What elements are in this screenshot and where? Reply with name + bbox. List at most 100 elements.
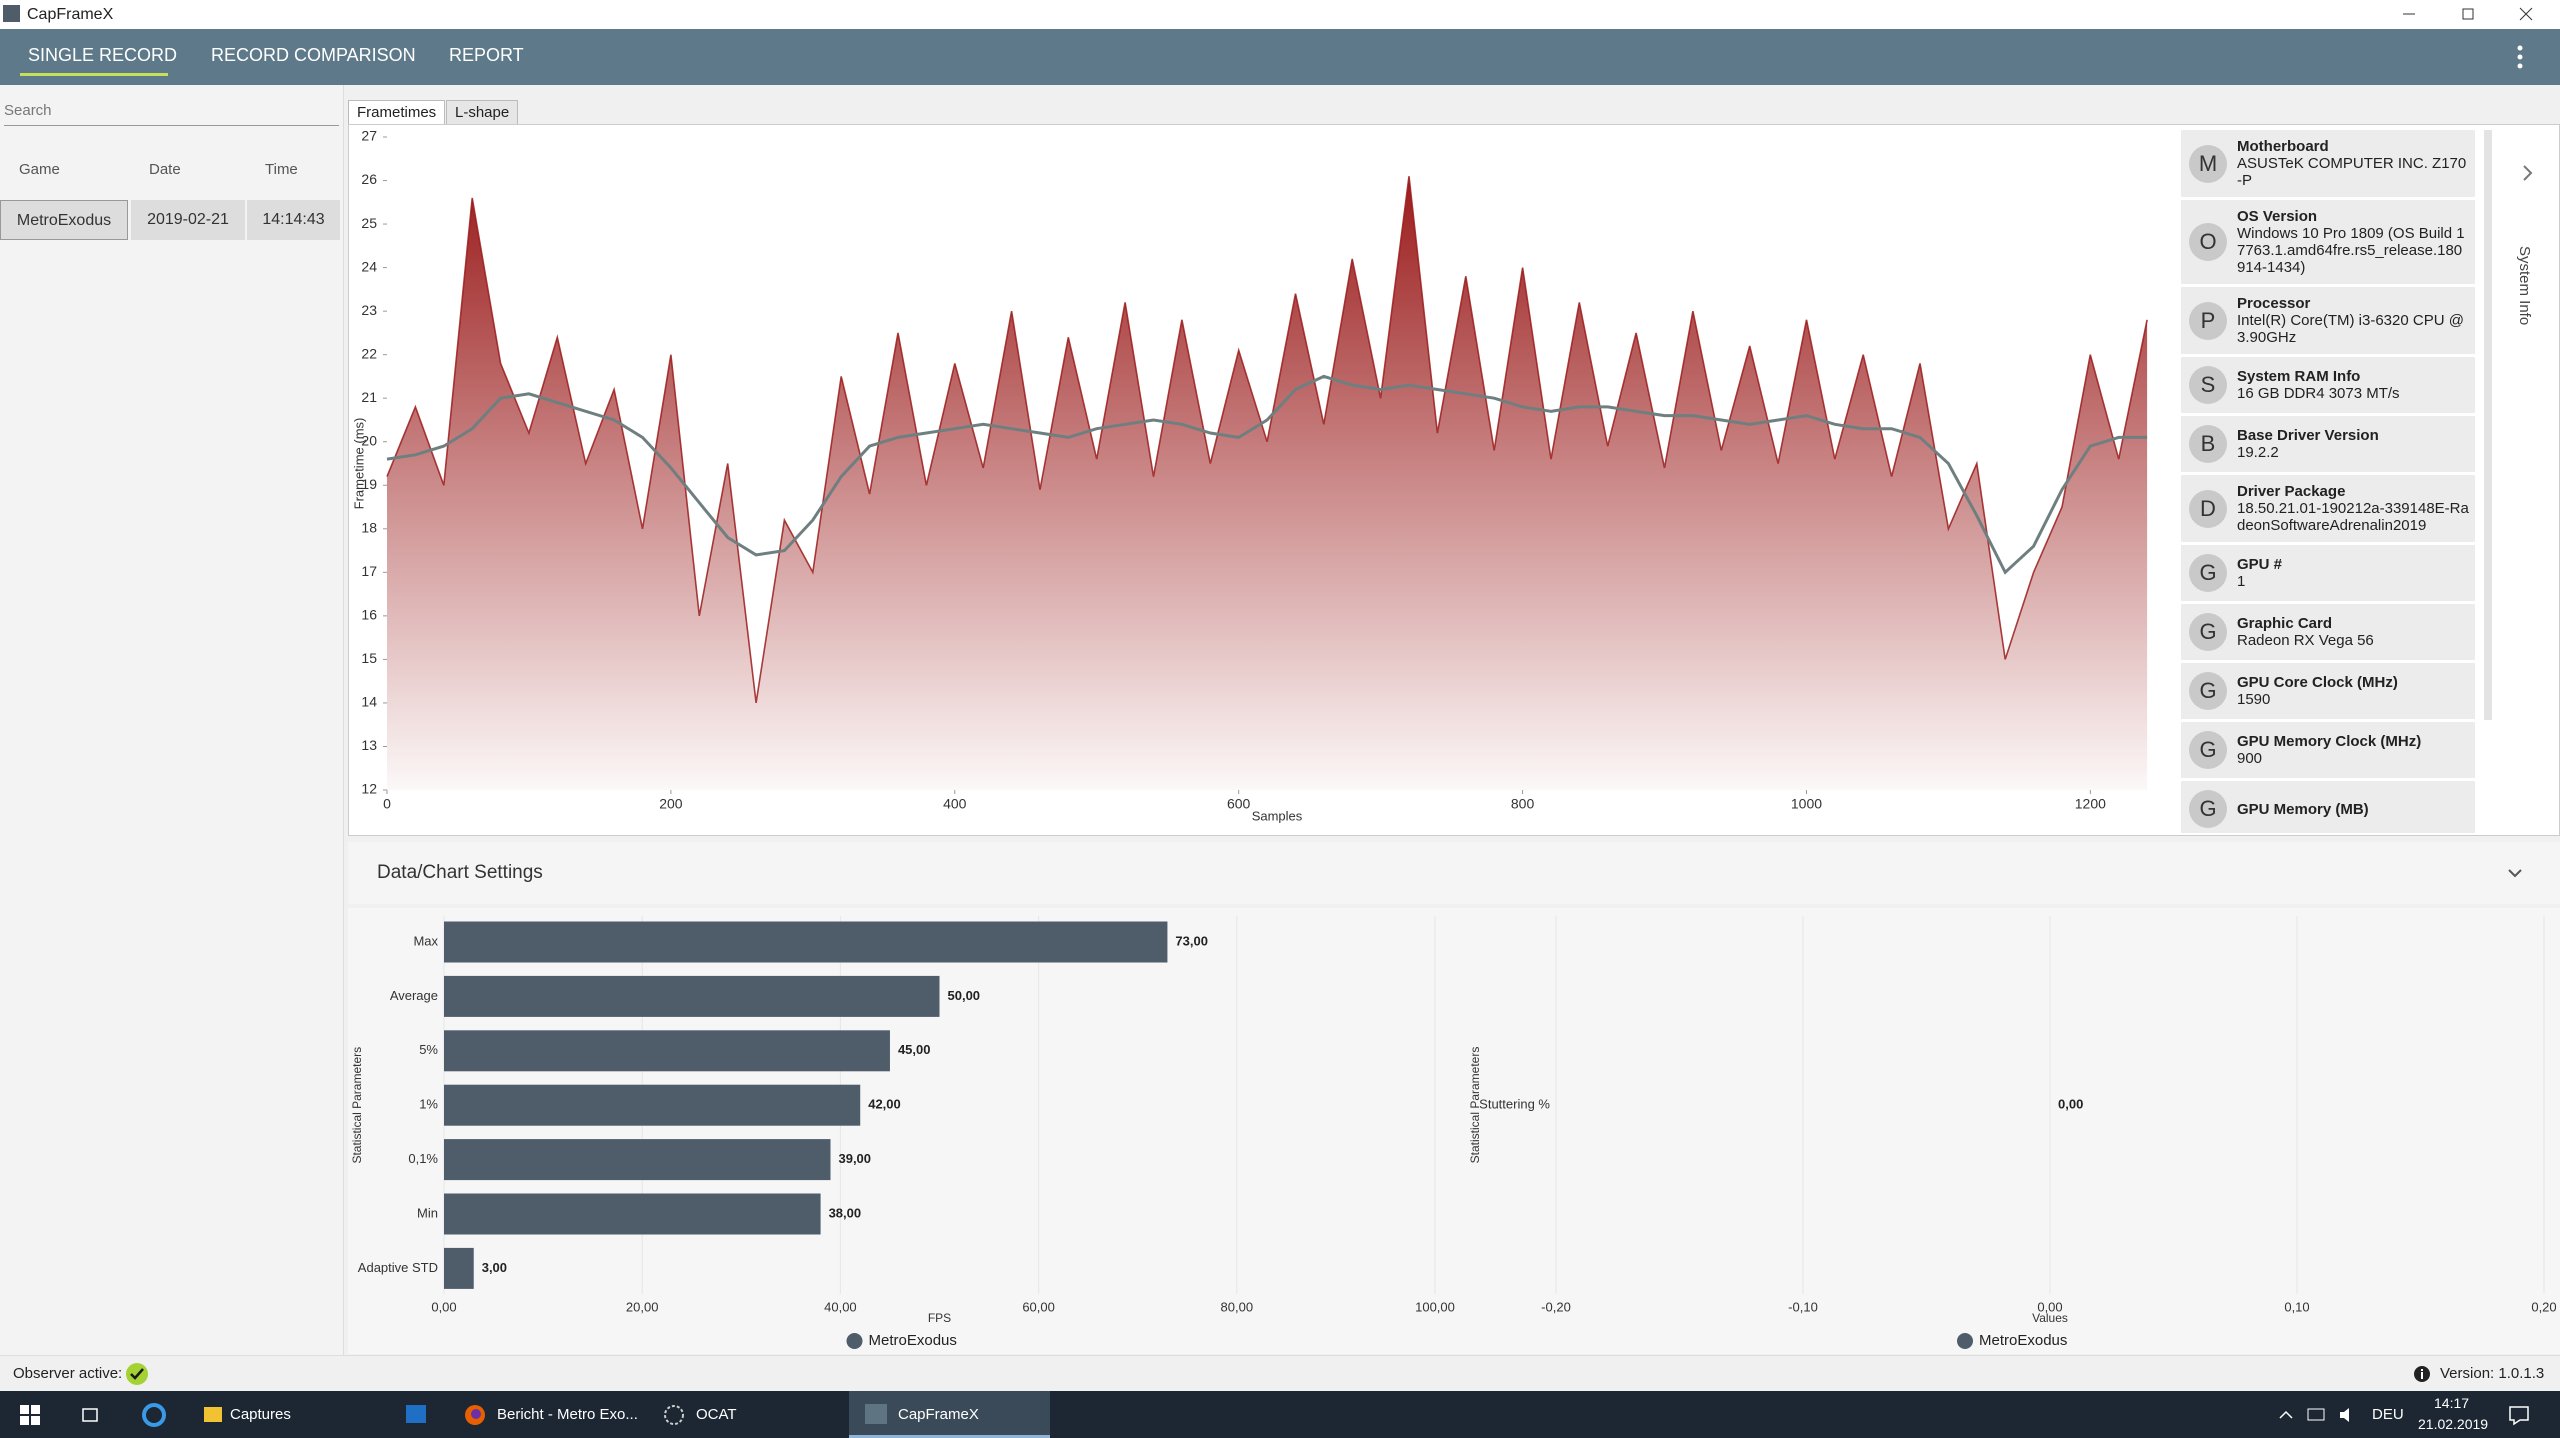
nav-tab[interactable]: REPORT xyxy=(449,45,524,65)
item-text: Graphic Card Radeon RX Vega 56 xyxy=(2237,615,2374,649)
value-label: 45,00 xyxy=(898,1042,931,1057)
y-tick-label: 23 xyxy=(361,302,377,318)
clock-date[interactable]: 21.02.2019 xyxy=(2418,1416,2489,1432)
x-tick-label: 0,10 xyxy=(2284,1299,2309,1314)
tab[interactable]: L-shape xyxy=(446,100,519,125)
outlook-icon[interactable] xyxy=(405,1403,427,1425)
value-label: 39,00 xyxy=(838,1151,871,1166)
item-label: GPU Memory (MB) xyxy=(2237,800,2369,818)
column-header[interactable]: Time xyxy=(265,161,298,178)
x-tick-label: 0,00 xyxy=(2037,1299,2062,1314)
x-tick-label: 20,00 xyxy=(626,1299,659,1314)
y-tick-label: 27 xyxy=(361,128,377,144)
system-info-title[interactable]: System Info xyxy=(2516,246,2533,325)
record-cell[interactable]: 2019-02-21 xyxy=(131,200,245,240)
item-value: Intel(R) Core(TM) i3-6320 CPU @ 3.90GHz xyxy=(2237,312,2464,346)
start-button[interactable] xyxy=(20,1405,40,1425)
x-tick-label: 60,00 xyxy=(1022,1299,1055,1314)
record-list: Search Game Date Time MetroExodus 2019-0… xyxy=(0,85,344,1355)
record-cell[interactable]: MetroExodus xyxy=(0,200,128,240)
item-icon: G xyxy=(2189,613,2227,651)
window-controls xyxy=(2403,7,2533,21)
x-tick-label: 80,00 xyxy=(1221,1299,1254,1314)
ocat-icon[interactable] xyxy=(662,1403,686,1427)
legend-label: MetroExodus xyxy=(1979,1332,2067,1349)
bar xyxy=(444,1193,821,1235)
frametime-area xyxy=(387,176,2148,790)
collapse-chevron[interactable] xyxy=(2503,862,2527,886)
firefox-icon[interactable] xyxy=(463,1403,487,1427)
y-tick-label: 18 xyxy=(361,520,377,536)
x-tick-label: 0,00 xyxy=(431,1299,456,1314)
item-icon: P xyxy=(2189,301,2227,340)
tab[interactable]: Frametimes xyxy=(348,100,446,125)
bar xyxy=(444,1139,831,1181)
system-info-item: O OS Version Windows 10 Pro 1809 (OS Build… xyxy=(2181,200,2475,284)
category-label: Min xyxy=(417,1205,438,1220)
taskbar-item[interactable]: Captures xyxy=(230,1406,291,1423)
system-info-item: G GPU Core Clock (MHz) 1590 xyxy=(2181,663,2475,719)
item-value: 1 xyxy=(2237,573,2246,590)
system-info-item: B Base Driver Version 19.2.2 xyxy=(2181,416,2475,472)
item-label: GPU # xyxy=(2237,556,2283,573)
language[interactable]: DEU xyxy=(2372,1406,2404,1423)
item-text: GPU Memory (MB) xyxy=(2237,801,2369,818)
scrollbar[interactable] xyxy=(2484,130,2492,720)
item-value: Windows 10 Pro 1809 (OS Build 17763.1.am… xyxy=(2237,225,2465,276)
nav-tab[interactable]: SINGLE RECORD xyxy=(28,45,178,65)
y-axis-title: Statistical Parameters xyxy=(1468,1047,1482,1164)
nav-tab[interactable]: RECORD COMPARISON xyxy=(211,45,416,65)
y-tick-label: 26 xyxy=(361,171,377,187)
y-tick-label: 24 xyxy=(361,258,377,274)
close[interactable] xyxy=(2519,7,2533,21)
item-text: GPU Memory Clock (MHz) 900 xyxy=(2237,733,2421,767)
bar xyxy=(444,1084,861,1126)
value-label: 73,00 xyxy=(1175,933,1208,948)
notifications[interactable] xyxy=(2508,1404,2530,1426)
item-text: Processor Intel(R) Core(TM) i3-6320 CPU @… xyxy=(2237,295,2469,346)
bar xyxy=(444,1030,890,1072)
task-view[interactable] xyxy=(80,1405,100,1425)
y-tick-label: 20 xyxy=(361,432,377,448)
taskbar-item[interactable]: CapFrameX xyxy=(898,1406,979,1423)
nav-underline xyxy=(20,73,168,76)
taskbar-item[interactable]: OCAT xyxy=(696,1406,737,1423)
bar xyxy=(444,1247,474,1289)
item-icon: B xyxy=(2189,425,2227,463)
taskbar-item[interactable]: Bericht - Metro Exo... xyxy=(497,1406,638,1423)
item-text: Base Driver Version 19.2.2 xyxy=(2237,427,2379,461)
item-icon: G xyxy=(2189,672,2227,710)
title-bar: CapFrameX xyxy=(0,0,2560,29)
frametime-chart: 12 13 14 15 16 17 18 19 20 21 22 23 24 25 26 27 0 200 400 6… xyxy=(351,128,2148,823)
version-label: Version: 1.0.1.3 xyxy=(2440,1365,2545,1382)
x-axis-title: Samples xyxy=(1252,808,1303,823)
y-tick-label: 17 xyxy=(361,563,377,579)
y-tick-label: 19 xyxy=(361,476,377,492)
edge-icon[interactable] xyxy=(142,1403,166,1427)
settings-header[interactable]: Data/Chart Settings xyxy=(348,842,2560,904)
item-text: Driver Package 18.50.21.01-190212a-339148… xyxy=(2237,483,2469,534)
item-label: Processor xyxy=(2237,295,2311,312)
clock-time[interactable]: 14:17 xyxy=(2434,1395,2470,1411)
menu-button[interactable] xyxy=(2510,43,2530,71)
y-tick-label: 21 xyxy=(361,389,377,405)
x-tick-label: -0,10 xyxy=(1788,1299,1818,1314)
app-icon xyxy=(3,5,20,22)
restore[interactable] xyxy=(2462,8,2474,20)
info-icon xyxy=(2414,1366,2430,1382)
item-value: 19.2.2 xyxy=(2237,444,2279,461)
system-info-list: M Motherboard ASUSTeK COMPUTER INC. Z170-P… xyxy=(2181,130,2475,833)
item-text: System RAM Info 16 GB DDR4 3073 MT/s xyxy=(2237,368,2400,402)
expand-chevron[interactable] xyxy=(2523,165,2533,181)
item-icon: G xyxy=(2189,554,2227,592)
search-box[interactable]: Search xyxy=(4,97,339,126)
y-tick-label: 22 xyxy=(361,345,377,361)
column-header[interactable]: Date xyxy=(149,161,181,178)
system-tray[interactable] xyxy=(2278,1403,2388,1427)
x-tick-label: 1000 xyxy=(1791,796,1822,812)
folder-icon[interactable] xyxy=(202,1403,224,1425)
column-header[interactable]: Game xyxy=(19,161,60,178)
record-cell[interactable]: 14:14:43 xyxy=(247,200,340,240)
item-icon: G xyxy=(2189,731,2227,769)
